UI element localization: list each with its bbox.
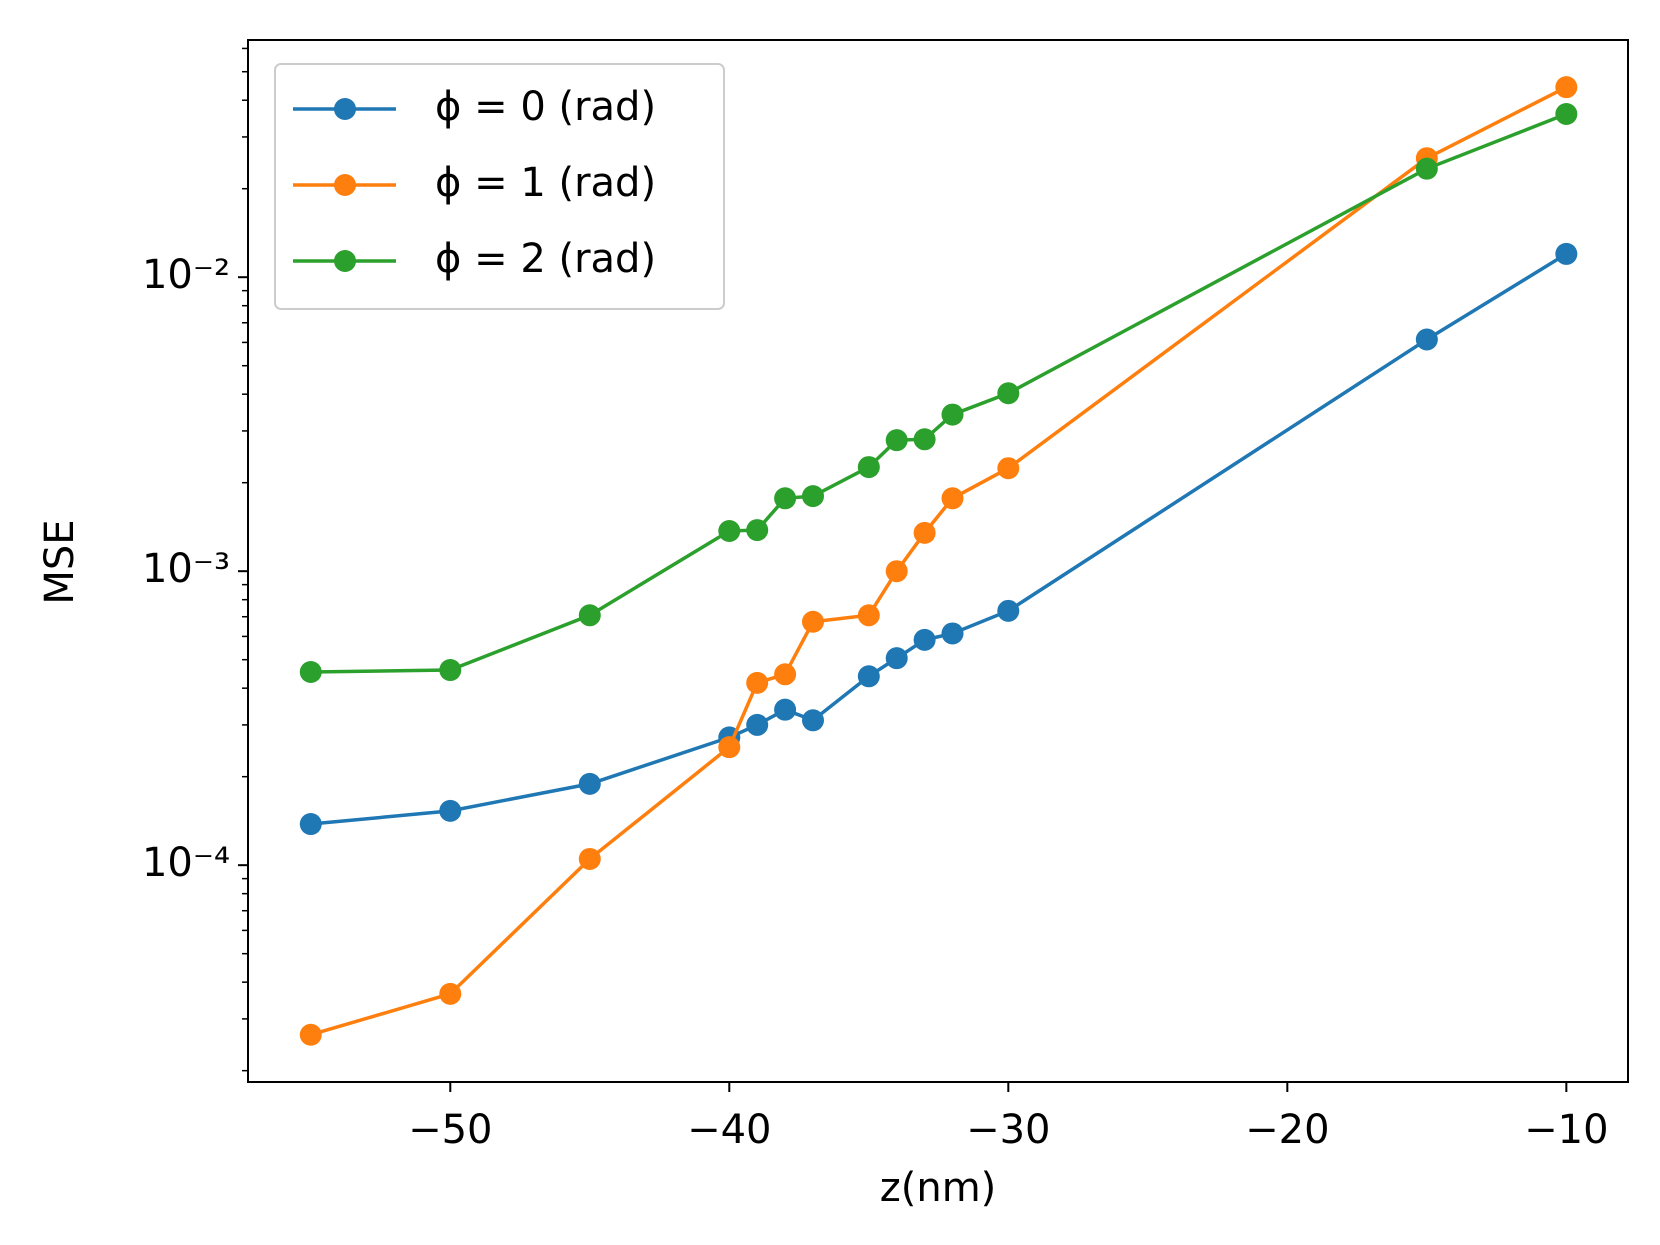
point [997,382,1020,405]
point [802,610,825,633]
point [913,521,936,544]
x-tick-label: −20 [1245,1107,1329,1153]
point [997,457,1020,480]
x-tick-label: −50 [408,1107,492,1153]
point [774,698,797,721]
point [578,604,601,627]
series-line [310,252,1568,826]
point [857,665,880,688]
legend-label: ϕ = 0 (rad) [435,84,656,130]
point [299,813,322,836]
point [1415,328,1438,351]
point [1415,157,1438,180]
point [439,799,462,822]
point [299,661,322,684]
legend-label: ϕ = 1 (rad) [435,160,656,206]
y-axis-label: MSE [37,519,83,604]
legend-label: ϕ = 2 (rad) [435,236,656,282]
point [802,709,825,732]
point [1555,103,1578,126]
point [299,1023,322,1046]
point [941,403,964,426]
point [578,847,601,870]
legend-marker [334,98,356,120]
point [857,456,880,479]
plot-frame [247,39,1629,1083]
point [997,599,1020,622]
point [913,428,936,451]
point [746,713,769,736]
point [802,485,825,508]
point [439,982,462,1005]
x-tick-label: −30 [966,1107,1050,1153]
x-axis-label: z(nm) [880,1165,997,1211]
point [774,663,797,686]
x-tick-label: −10 [1524,1107,1608,1153]
point [718,736,741,759]
y-tick-label: 10⁻² [142,252,230,298]
x-tick-label: −40 [687,1107,771,1153]
point [578,772,601,795]
point [885,647,908,670]
point [1555,76,1578,99]
point [439,659,462,682]
point [941,487,964,510]
point [885,429,908,452]
point [913,628,936,651]
point [718,519,741,542]
legend-marker [334,250,356,272]
point [746,671,769,694]
point [1555,242,1578,265]
point [885,560,908,583]
legend-box [274,63,725,310]
point [941,622,964,645]
y-tick-label: 10⁻³ [142,546,230,592]
point [746,519,769,542]
point [857,604,880,627]
point [774,487,797,510]
legend-marker [334,174,356,196]
y-tick-label: 10⁻⁴ [142,840,230,886]
